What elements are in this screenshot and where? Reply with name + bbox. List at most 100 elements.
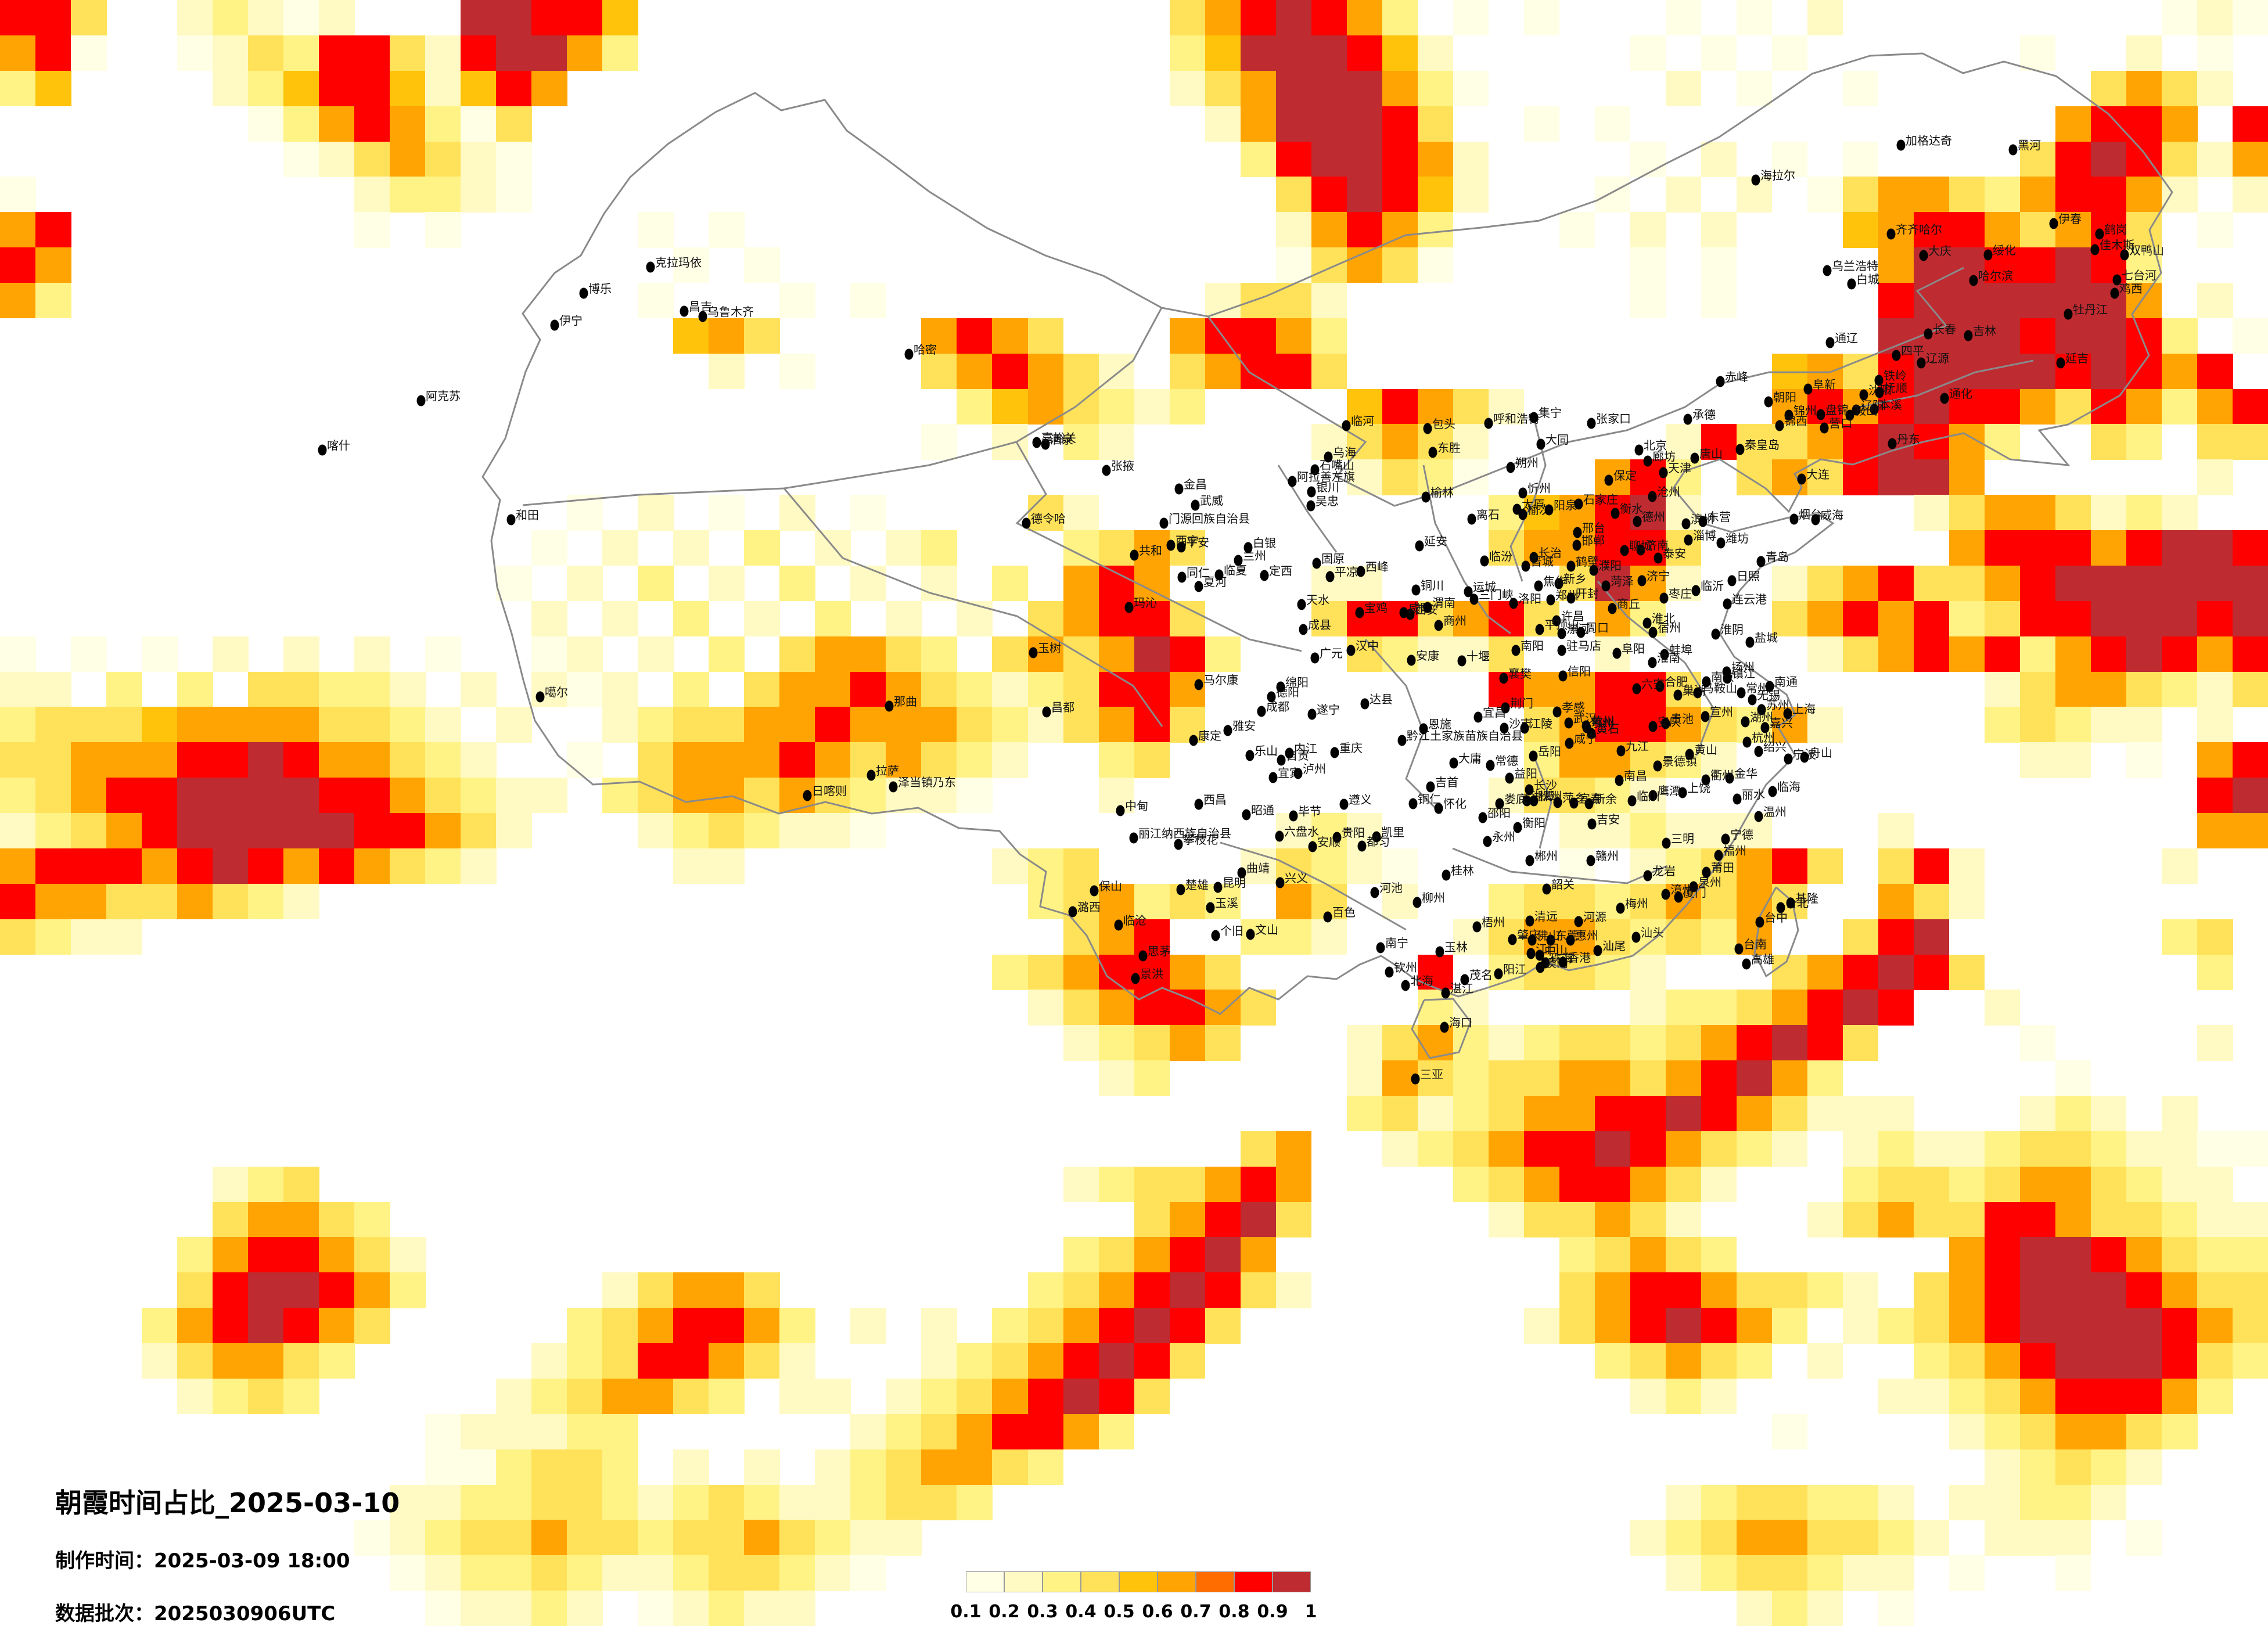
city-dot [1428,447,1437,458]
city-label: 朔州 [1515,456,1539,470]
city-dot [1874,375,1884,386]
city-label: 衢州 [1710,768,1734,782]
city-dot [1721,833,1730,845]
city-dot [1648,657,1657,668]
heat-cell [2090,141,2127,177]
city-dot [1557,628,1566,639]
city-label: 忻州 [1527,481,1551,495]
city-label: 六盘水 [1284,825,1319,839]
city-dot [1176,884,1185,895]
city-label: 景洪 [1140,967,1163,981]
city-dot [1608,603,1617,614]
city-label: 临海 [1777,780,1800,794]
production-time-line: 制作时间：2025-03-09 18:00 [55,1545,400,1573]
heat-cell [2090,70,2127,107]
city-label: 唐山 [1699,447,1723,461]
city-dot [1593,945,1602,956]
city-label: 莆田 [1711,861,1734,875]
heat-cell [1311,0,1347,36]
heat-cell [35,0,71,36]
city-dot [1297,599,1306,610]
heat-cell [461,0,497,36]
city-label: 昌吉 [689,300,712,314]
heat-cell [2162,0,2198,36]
city-dot [1518,509,1527,520]
heat-cell [602,0,638,36]
city-dot [1376,942,1385,954]
city-label: 襄樊 [1508,667,1532,681]
legend-color-block [1081,1571,1119,1592]
city-label: 海口 [1449,1016,1472,1030]
city-dot [1214,569,1224,581]
legend-color-block [1043,1571,1081,1592]
heat-cell [1523,0,1560,36]
city-dot [1742,958,1751,970]
city-dot [1275,830,1284,842]
heat-cell [567,0,603,36]
heat-cell [2233,141,2268,177]
city-label: 贵阳 [1342,826,1365,840]
city-dot [1494,968,1503,980]
city-dot [1234,555,1243,566]
city-label: 乌鲁木齐 [707,305,754,319]
city-label: 九江 [1626,739,1649,753]
heat-cell [1630,35,1666,71]
heat-cell [1382,35,1418,71]
city-label: 日照 [1737,569,1760,583]
city-label: 昆明 [1223,876,1246,890]
heat-cell [1382,0,1418,36]
legend-color-block [1196,1571,1234,1592]
heat-cell [354,35,390,71]
heat-cell [35,35,71,71]
heat-cell [319,35,355,71]
city-label: 金华 [1734,767,1757,780]
legend-color-block [1273,1571,1311,1592]
city-dot [1191,499,1200,511]
city-dot [1484,418,1493,429]
city-dot [1716,537,1726,549]
city-label: 六安 [1641,677,1665,691]
city-dot [1714,850,1723,861]
city-label: 基隆 [1795,891,1818,905]
city-label: 舟山 [1809,746,1832,760]
city-dot [904,348,914,360]
city-dot [1415,540,1424,552]
city-dot [1245,750,1255,761]
city-label: 齐齐哈尔 [1896,222,1942,236]
heat-cell [1665,0,1702,36]
city-dot [1486,760,1495,771]
legend-tick-label: 0.4 [1065,1602,1097,1622]
heat-cell [1346,141,1383,177]
city-label: 噶尔 [545,685,568,699]
heat-cell [319,0,355,36]
city-label: 驻马店 [1566,639,1601,653]
city-label: 衡阳 [1522,816,1545,830]
legend-tick-label: 0.9 [1257,1602,1288,1622]
city-dot [1189,735,1198,746]
city-label: 商州 [1443,614,1467,628]
city-label: 白银 [1253,536,1276,550]
city-label: 安顺 [1317,835,1340,849]
city-label: 天津 [1668,461,1691,475]
city-dot [1242,809,1251,821]
city-label: 大庸 [1458,751,1482,765]
city-dot [1558,670,1568,682]
city-label: 马尔康 [1203,673,1238,687]
city-label: 宿州 [1658,621,1681,635]
city-dot [1307,708,1317,720]
heat-cell [2162,70,2198,107]
heat-cell [1453,0,1489,36]
heat-cell [2197,0,2233,36]
city-label: 定西 [1269,564,1292,578]
heat-cell [1205,106,1241,142]
city-label: 郴州 [1534,849,1558,863]
heat-cell [213,70,249,107]
city-label: 铜仁 [1418,792,1441,806]
heat-cell [2162,141,2198,177]
city-dot [1823,265,1832,276]
city-label: 大连 [1806,467,1830,481]
city-label: 临汾 [1489,549,1512,563]
city-label: 威海 [1820,508,1843,522]
heat-cell [1311,35,1347,71]
